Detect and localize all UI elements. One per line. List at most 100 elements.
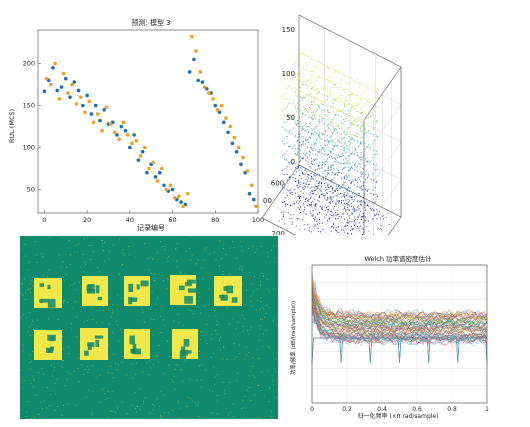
- cube-point: [298, 183, 299, 184]
- cube-point: [287, 88, 288, 89]
- cube-point: [352, 106, 353, 107]
- cube-point: [344, 150, 345, 151]
- image-noise-pixel: [173, 382, 174, 383]
- cube-point: [348, 167, 349, 168]
- cube-point: [297, 148, 298, 149]
- cube-point: [344, 162, 345, 163]
- image-noise-pixel: [55, 418, 56, 419]
- cube-point: [303, 193, 304, 194]
- cube-point: [357, 136, 358, 137]
- cube-point: [319, 119, 320, 120]
- image-noise-pixel: [246, 355, 247, 356]
- image-noise-pixel: [162, 246, 163, 247]
- cube-point: [327, 158, 328, 159]
- region-hole: [130, 297, 137, 301]
- cube-point: [359, 228, 360, 229]
- cube-point: [376, 89, 377, 90]
- bright-region: [34, 330, 62, 360]
- cube-point: [311, 158, 312, 159]
- image-noise-pixel: [150, 368, 151, 369]
- cube-point: [303, 92, 304, 93]
- scatter-xtick-label: 0: [42, 216, 46, 224]
- psd-xlabel: 归一化频率 (×π rad/sample): [358, 412, 439, 420]
- cube-point: [308, 126, 309, 127]
- cube-point: [340, 156, 341, 157]
- cube-point: [303, 81, 304, 82]
- cube-point: [325, 190, 326, 191]
- cube-point: [331, 186, 332, 187]
- image-noise-pixel: [112, 391, 113, 392]
- cube-point: [307, 111, 308, 112]
- scatter-point-series-1: [43, 89, 47, 93]
- cube-point: [301, 145, 302, 146]
- cube-point: [347, 225, 348, 226]
- cube-point: [297, 74, 298, 75]
- image-noise-pixel: [37, 395, 38, 396]
- cube-point: [345, 105, 346, 106]
- cube-point: [319, 219, 320, 220]
- cube-point: [333, 126, 334, 127]
- cube-point: [377, 169, 378, 170]
- cube-point: [334, 84, 335, 85]
- image-noise-pixel: [112, 312, 113, 313]
- cube-point: [334, 177, 335, 178]
- cube-point: [303, 211, 304, 212]
- image-noise-pixel: [83, 308, 84, 309]
- cube-point: [327, 220, 328, 221]
- image-noise-pixel: [230, 248, 231, 249]
- cube-point: [361, 159, 362, 160]
- image-noise-pixel: [63, 348, 64, 349]
- image-noise-pixel: [215, 377, 216, 378]
- cube-point: [346, 195, 347, 196]
- image-noise-pixel: [243, 408, 244, 409]
- image-noise-pixel: [201, 268, 202, 269]
- image-noise-pixel: [166, 418, 167, 419]
- cube-point: [346, 114, 347, 115]
- cube-point: [357, 155, 358, 156]
- cube-point: [351, 167, 352, 168]
- image-noise-pixel: [71, 323, 72, 324]
- cube-point: [313, 215, 314, 216]
- cube-point: [323, 162, 324, 163]
- cube-point: [349, 131, 350, 132]
- segmentation-image-panel: [20, 236, 278, 419]
- region-hole: [188, 350, 192, 353]
- cube-point: [324, 150, 325, 151]
- image-noise-pixel: [135, 257, 136, 258]
- image-noise-pixel: [57, 362, 58, 363]
- cube-point: [344, 131, 345, 132]
- cube-point: [316, 104, 317, 105]
- cube-point: [309, 123, 310, 124]
- cube-point: [314, 89, 315, 90]
- cube-point: [320, 206, 321, 207]
- cube-point: [357, 201, 358, 202]
- image-noise-pixel: [44, 400, 45, 401]
- region-hole: [98, 297, 102, 300]
- cube-point: [316, 186, 317, 187]
- cube-point: [303, 83, 304, 84]
- cube-point: [372, 208, 373, 209]
- cube-point: [349, 127, 350, 128]
- image-noise-pixel: [89, 390, 90, 391]
- image-noise-pixel: [212, 391, 213, 392]
- cube-point: [322, 101, 323, 102]
- cube-point: [363, 110, 364, 111]
- image-noise-pixel: [172, 308, 173, 309]
- cube-point: [344, 100, 345, 101]
- cube-point: [363, 232, 364, 233]
- cube-point: [314, 97, 315, 98]
- cube-point: [317, 188, 318, 189]
- cube-point: [370, 116, 371, 117]
- image-noise-pixel: [85, 369, 86, 370]
- cube-point: [319, 201, 320, 202]
- cube-point: [340, 111, 341, 112]
- image-noise-pixel: [262, 308, 263, 309]
- scatter-point-series-2: [216, 108, 220, 112]
- cube-point: [335, 159, 336, 160]
- cube-point: [282, 127, 283, 128]
- scatter-ytick-label: 50: [27, 185, 35, 193]
- image-noise-pixel: [41, 328, 42, 329]
- cube-point: [323, 229, 324, 230]
- cube-point: [311, 97, 312, 98]
- image-noise-pixel: [22, 409, 23, 410]
